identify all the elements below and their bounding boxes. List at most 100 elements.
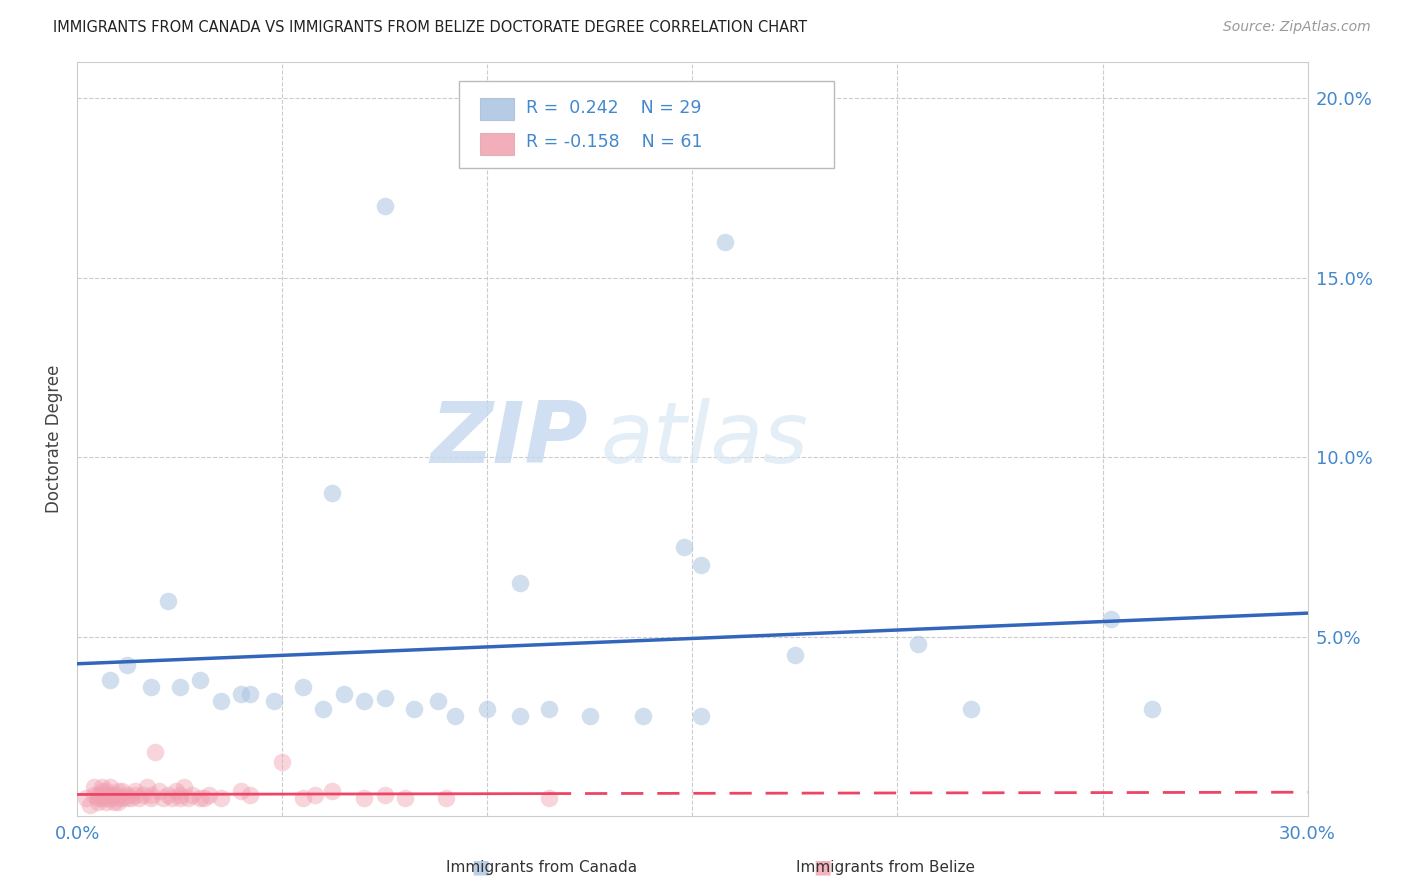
Point: [148, 784, 170, 798]
Point: [537, 791, 560, 805]
Point: [907, 637, 929, 651]
Point: [115, 658, 138, 673]
Point: [353, 791, 375, 805]
Point: [160, 791, 183, 805]
Point: [98, 780, 121, 795]
Point: [304, 788, 326, 802]
Point: [90, 780, 114, 795]
Point: [689, 708, 711, 723]
Point: [509, 575, 531, 590]
Point: [353, 694, 375, 708]
Point: [197, 788, 219, 802]
Point: [115, 791, 138, 805]
Point: [579, 708, 602, 723]
Text: ■: ■: [471, 857, 491, 877]
Point: [107, 788, 129, 802]
Point: [98, 791, 121, 805]
Point: [394, 791, 416, 805]
Point: [231, 784, 253, 798]
Point: [98, 673, 121, 687]
Point: [90, 791, 114, 805]
Point: [633, 708, 655, 723]
Point: [689, 558, 711, 572]
Point: [188, 673, 212, 687]
Point: [103, 788, 125, 802]
Point: [124, 788, 146, 802]
Point: [143, 745, 166, 759]
Point: [509, 708, 531, 723]
Point: [1099, 612, 1122, 626]
FancyBboxPatch shape: [458, 81, 834, 168]
Text: Immigrants from Belize: Immigrants from Belize: [796, 860, 976, 874]
Point: [152, 791, 174, 805]
Point: [477, 701, 499, 715]
Point: [111, 784, 134, 798]
Point: [374, 788, 396, 802]
Point: [177, 791, 200, 805]
Point: [115, 788, 138, 802]
Point: [374, 199, 396, 213]
Point: [231, 687, 253, 701]
Point: [1140, 701, 1163, 715]
Point: [209, 791, 232, 805]
Point: [312, 701, 335, 715]
Point: [87, 788, 110, 802]
Point: [156, 594, 179, 608]
Point: [98, 788, 121, 802]
Point: [111, 791, 134, 805]
Y-axis label: Doctorate Degree: Doctorate Degree: [45, 365, 63, 514]
Point: [333, 687, 356, 701]
Point: [427, 694, 450, 708]
Point: [94, 791, 117, 805]
Point: [124, 784, 146, 798]
Point: [141, 791, 163, 805]
Point: [90, 784, 114, 798]
Point: [239, 788, 262, 802]
Point: [94, 788, 117, 802]
Text: R =  0.242    N = 29: R = 0.242 N = 29: [526, 99, 702, 117]
Point: [321, 486, 343, 500]
Point: [107, 791, 129, 805]
Point: [107, 784, 129, 798]
Point: [291, 680, 314, 694]
Point: [75, 791, 97, 805]
Point: [443, 708, 465, 723]
Point: [132, 788, 155, 802]
Text: atlas: atlas: [600, 398, 808, 481]
Point: [103, 795, 125, 809]
Point: [156, 788, 179, 802]
Point: [193, 791, 215, 805]
Point: [263, 694, 285, 708]
Point: [136, 780, 159, 795]
Text: ZIP: ZIP: [430, 398, 588, 481]
Point: [291, 791, 314, 805]
Point: [673, 540, 696, 554]
Point: [239, 687, 262, 701]
Text: R = -0.158    N = 61: R = -0.158 N = 61: [526, 133, 703, 151]
Text: ■: ■: [813, 857, 832, 877]
Point: [271, 756, 294, 770]
Point: [94, 795, 117, 809]
Bar: [479, 133, 515, 155]
Point: [94, 784, 117, 798]
Point: [83, 788, 105, 802]
Point: [83, 780, 105, 795]
Point: [537, 701, 560, 715]
Point: [714, 235, 737, 249]
Point: [107, 795, 129, 809]
Point: [87, 791, 110, 805]
Text: Immigrants from Canada: Immigrants from Canada: [446, 860, 637, 874]
Point: [173, 780, 195, 795]
Point: [783, 648, 806, 662]
Point: [120, 791, 142, 805]
Point: [321, 784, 343, 798]
Point: [436, 791, 458, 805]
Bar: [479, 98, 515, 120]
Point: [960, 701, 983, 715]
Text: Source: ZipAtlas.com: Source: ZipAtlas.com: [1223, 20, 1371, 34]
Point: [141, 680, 163, 694]
Text: IMMIGRANTS FROM CANADA VS IMMIGRANTS FROM BELIZE DOCTORATE DEGREE CORRELATION CH: IMMIGRANTS FROM CANADA VS IMMIGRANTS FRO…: [53, 20, 807, 35]
Point: [165, 784, 187, 798]
Point: [188, 791, 212, 805]
Point: [169, 791, 191, 805]
